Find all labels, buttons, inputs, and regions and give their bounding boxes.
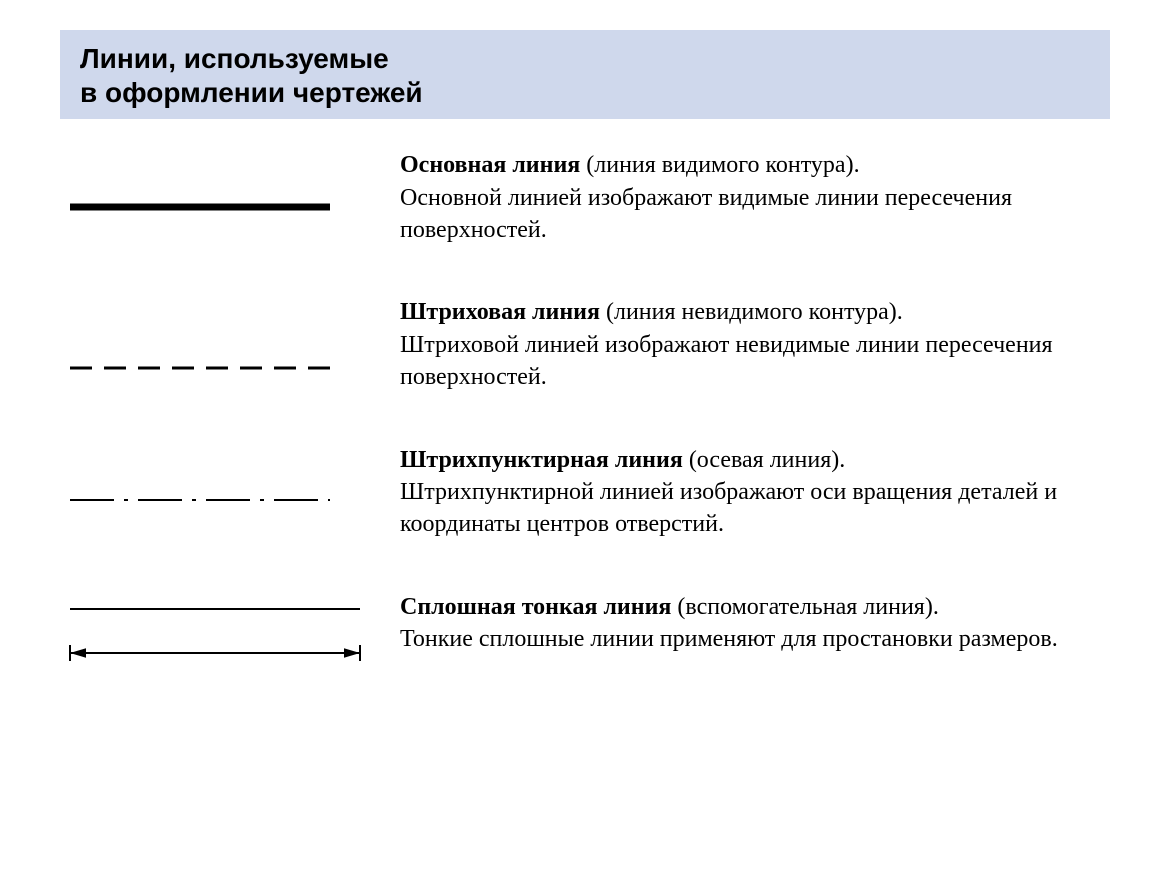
desc-dashed-line: Штриховая линия (линия невидимого контур… (380, 296, 1110, 393)
sample-dashed-line (60, 296, 380, 378)
line-paren: (линия невидимого контура). (600, 299, 903, 325)
line-name: Сплошная тонкая линия (400, 594, 671, 620)
desc-dashdot-line: Штрихпунктирная линия (осевая линия). Шт… (380, 444, 1110, 541)
dimension-line-icon (60, 641, 370, 665)
dashed-line-icon (60, 358, 360, 378)
line-rest: Основной линией изображают видимые линии… (400, 185, 1012, 243)
line-name: Основная линия (400, 152, 580, 178)
line-paren: (вспомогательная линия). (671, 594, 938, 620)
dashdot-line-icon (60, 490, 360, 510)
sample-thin-line (60, 591, 380, 665)
sample-dashdot-line (60, 444, 380, 510)
line-paren: (осевая линия). (683, 447, 845, 473)
desc-thin-line: Сплошная тонкая линия (вспомогательная л… (380, 591, 1110, 656)
thin-line-icon (60, 599, 370, 619)
line-rest: Штрихпунктирной линией изображают оси вр… (400, 479, 1057, 537)
line-type-row: Штриховая линия (линия невидимого контур… (60, 296, 1110, 393)
line-name: Штрихпунктирная линия (400, 447, 683, 473)
line-name: Штриховая линия (400, 299, 600, 325)
solid-thick-line-icon (60, 197, 360, 217)
line-rest: Штриховой линией изображают невидимые ли… (400, 332, 1053, 390)
content-area: Основная линия (линия видимого контура).… (0, 119, 1150, 665)
header-title-line1: Линии, используемые (80, 42, 1110, 76)
line-rest: Тонкие сплошные линии применяют для прос… (400, 626, 1058, 652)
line-type-row: Сплошная тонкая линия (вспомогательная л… (60, 591, 1110, 665)
desc-main-line: Основная линия (линия видимого контура).… (380, 149, 1110, 246)
header-title-line2: в оформлении чертежей (80, 76, 1110, 110)
header-banner: Линии, используемые в оформлении чертеже… (60, 30, 1110, 119)
sample-main-line (60, 149, 380, 217)
line-type-row: Основная линия (линия видимого контура).… (60, 149, 1110, 246)
line-type-row: Штрихпунктирная линия (осевая линия). Шт… (60, 444, 1110, 541)
line-paren: (линия видимого контура). (580, 152, 859, 178)
